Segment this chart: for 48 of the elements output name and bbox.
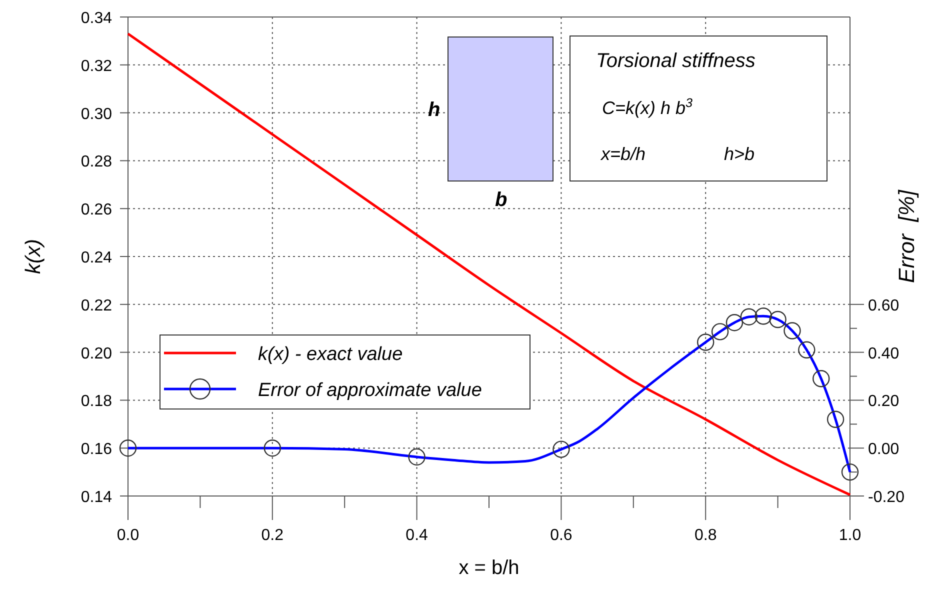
- y-tick-label: 0.14: [80, 489, 112, 506]
- legend-label: k(x) - exact value: [258, 344, 403, 365]
- x-tick-label: 1.0: [838, 527, 862, 544]
- y-tick-label: 0.22: [80, 297, 112, 314]
- legend-label: Error of approximate value: [258, 380, 482, 401]
- point: [726, 314, 744, 332]
- y-tick-label: 0.24: [80, 250, 112, 266]
- annotation: Torsional stiffness: [596, 50, 756, 72]
- y-tick-label: 0.18: [80, 393, 112, 410]
- point: [697, 334, 714, 351]
- point: [798, 341, 816, 359]
- x-tick-label: 0.6: [550, 527, 572, 544]
- annotation: h>b: [724, 144, 755, 164]
- y-axis-title: k(x): [22, 239, 45, 274]
- x-axis-title: x = b/h: [458, 557, 520, 579]
- y-tick-label: 0.28: [80, 154, 112, 171]
- y2-tick-label: 0.60: [868, 297, 900, 314]
- annotation: x=b/h: [600, 144, 646, 164]
- y-tick-label: 0.30: [80, 106, 112, 123]
- point: [769, 310, 786, 328]
- annotation: C=k(x) h b$^{3}$: [602, 96, 693, 118]
- x-tick-label: 0.8: [694, 527, 717, 544]
- annotation: b: [495, 189, 508, 211]
- y-tick-label: 0.34: [80, 10, 112, 27]
- y-tick-label: 0.26: [80, 202, 112, 219]
- point: [754, 308, 772, 325]
- point: [552, 440, 570, 458]
- y2-tick-label: 0.20: [868, 393, 900, 410]
- point: [119, 440, 137, 457]
- y2-tick-label: -0.20: [868, 489, 905, 506]
- point: [841, 463, 859, 481]
- y2-tick-label: 0.40: [868, 345, 900, 362]
- x-tick-label: 0.2: [261, 527, 284, 544]
- point: [740, 308, 758, 326]
- annotation: h: [428, 99, 440, 121]
- point: [711, 323, 729, 340]
- y2-axis-title: Error [%]: [894, 189, 919, 283]
- y-tick-label: 0.32: [80, 58, 112, 75]
- point: [408, 448, 426, 466]
- point: [812, 370, 830, 388]
- y2-tick-label: 0.00: [868, 441, 900, 458]
- point: [784, 322, 801, 340]
- y-tick-label: 0.20: [80, 345, 112, 362]
- point: [264, 440, 281, 457]
- point: [826, 410, 844, 428]
- x-tick-label: 0.0: [116, 527, 140, 544]
- y-tick-label: 0.16: [80, 441, 112, 458]
- x-tick-label: 0.4: [406, 527, 428, 544]
